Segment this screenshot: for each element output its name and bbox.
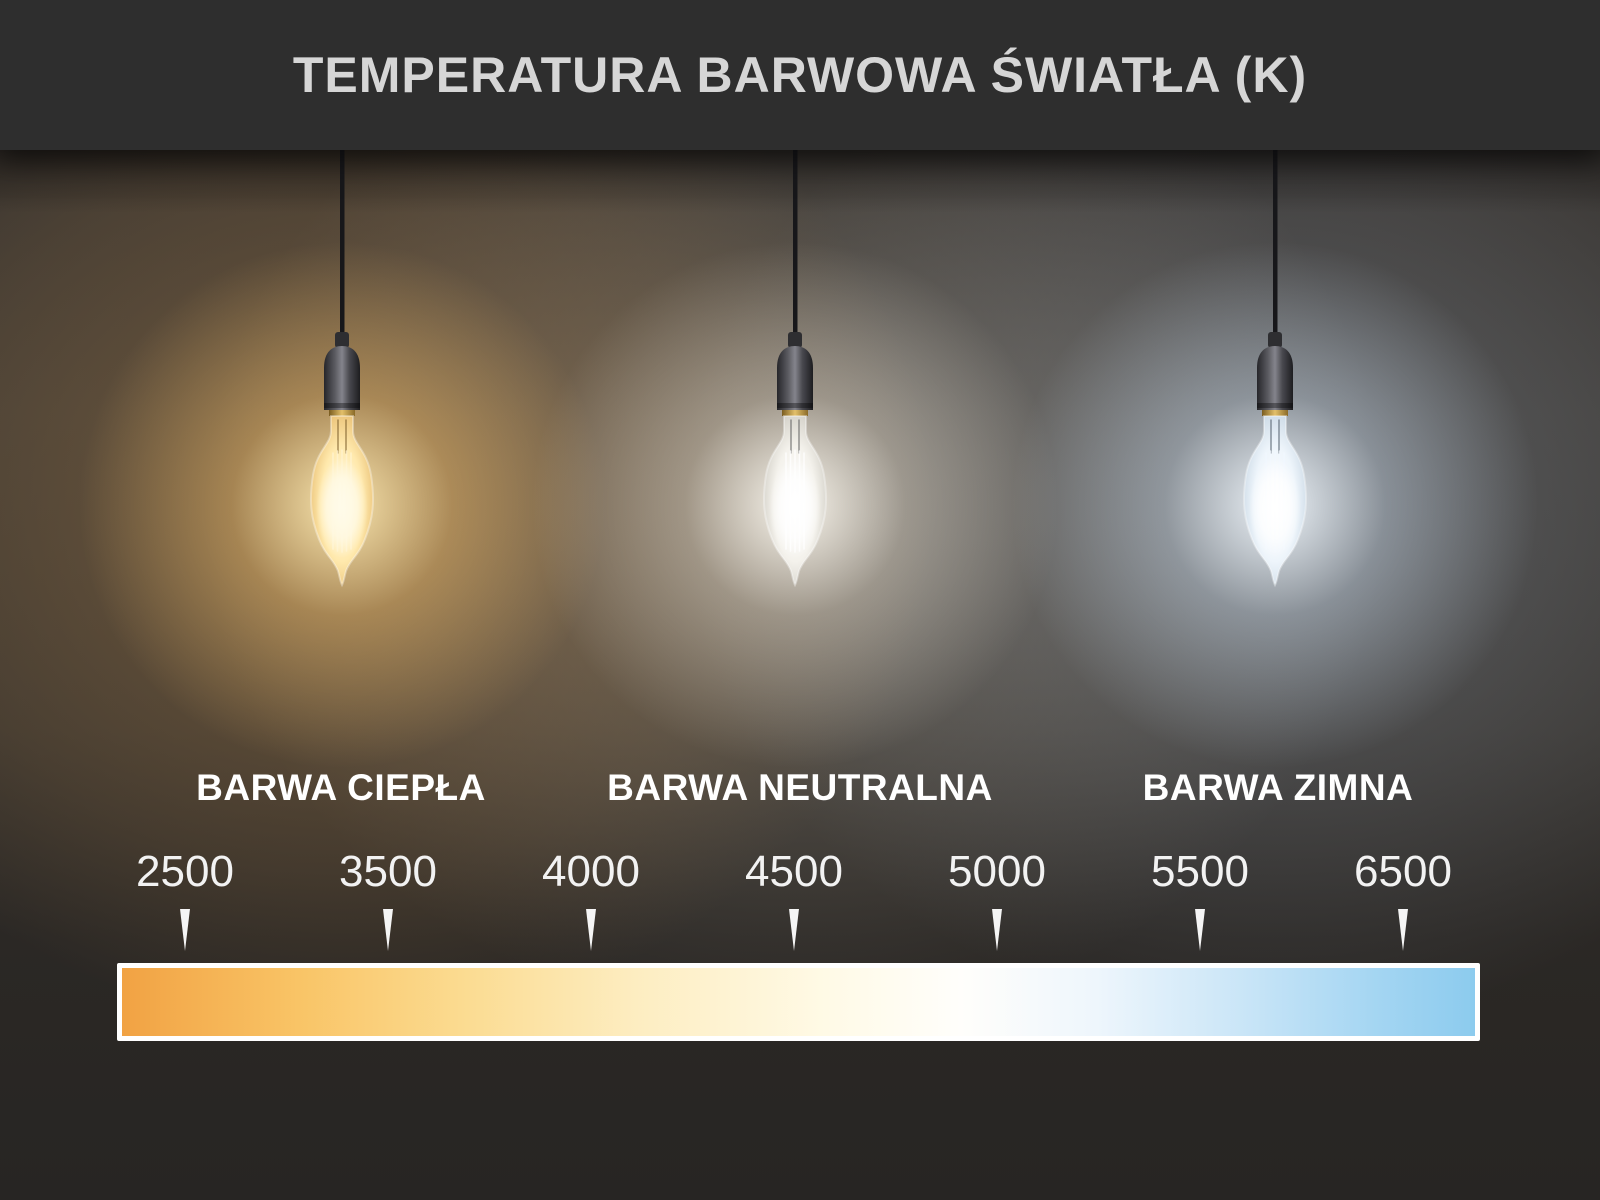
tick-arrow-icon [991,909,1002,951]
label-warm-color: BARWA CIEPŁA [196,767,486,808]
neutral-bulb-illustration [763,150,827,588]
tick-arrow-icon [382,909,393,951]
cool-bulb-illustration [1243,150,1307,588]
tick-arrow-icon [1397,909,1408,951]
cord-connector [1268,332,1282,348]
socket [1257,346,1293,410]
tick-value: 4000 [542,847,640,896]
brass-ring [329,410,355,416]
tick-4500: 4500 [745,850,843,951]
filament-glow-core [1249,458,1301,558]
tick-value: 6500 [1354,847,1452,896]
label-neutral-color: BARWA NEUTRALNA [607,767,993,808]
brass-ring [1262,410,1288,416]
lamp-neutral [495,150,1095,805]
lamp-cool [975,150,1575,805]
filament-glow-core [316,458,368,558]
tick-6500: 6500 [1354,850,1452,951]
tick-arrow-icon [788,909,799,951]
tick-3500: 3500 [339,850,437,951]
cord-connector [335,332,349,348]
cord [1273,150,1278,340]
tick-value: 3500 [339,847,437,896]
warm-bulb-illustration [310,150,374,588]
filament-glow-core [769,458,821,558]
stage: BARWA CIEPŁA BARWA NEUTRALNA BARWA ZIMNA… [0,150,1600,1200]
tick-5500: 5500 [1151,850,1249,951]
tick-arrow-icon [1194,909,1205,951]
tick-arrow-icon [585,909,596,951]
tick-5000: 5000 [948,850,1046,951]
socket [324,346,360,410]
cord [793,150,798,340]
tick-value: 5000 [948,847,1046,896]
label-cool-color: BARWA ZIMNA [1142,767,1414,808]
page-title: TEMPERATURA BARWOWA ŚWIATŁA (K) [292,47,1308,103]
socket [777,346,813,410]
tick-4000: 4000 [542,850,640,951]
tick-arrow-icon [179,909,190,951]
tick-value: 2500 [136,847,234,896]
tick-value: 5500 [1151,847,1249,896]
cord-connector [788,332,802,348]
header: TEMPERATURA BARWOWA ŚWIATŁA (K) [0,0,1600,150]
lamp-warm [42,150,642,805]
tick-value: 4500 [745,847,843,896]
brass-ring [782,410,808,416]
temperature-gradient-bar [117,963,1480,1041]
cord [340,150,345,340]
tick-2500: 2500 [136,850,234,951]
